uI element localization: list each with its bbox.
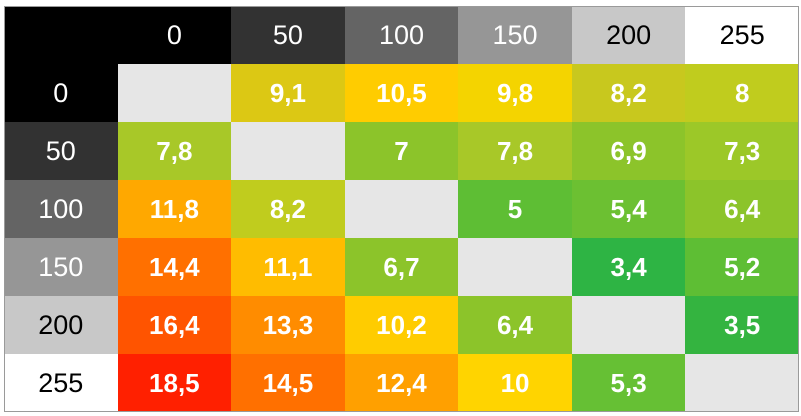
heatmap-row-200: 200 16,4 13,3 10,2 6,4 3,5 [4,296,799,354]
row-header-50: 50 [4,122,118,180]
row-header-150: 150 [4,238,118,296]
row-header-100: 100 [4,180,118,238]
value-cell-50-100: 7 [344,122,459,180]
value-cell-50-150: 7,8 [458,122,572,180]
row-header-255: 255 [4,354,118,412]
value-cell-100-50: 8,2 [231,180,345,238]
value-cell-255-50: 14,5 [231,354,345,412]
column-header-150: 150 [458,6,572,64]
value-cell-150-50: 11,1 [231,238,345,296]
row-header-0: 0 [4,64,118,122]
heatmap-row-150: 150 14,4 11,1 6,7 3,4 5,2 [4,238,799,296]
value-cell-150-0: 14,4 [117,238,232,296]
empty-cell-200-200 [571,296,686,354]
value-cell-200-100: 10,2 [344,296,459,354]
heatmap-row-0: 0 9,1 10,5 9,8 8,2 8 [4,64,799,122]
empty-cell-0-0 [117,64,232,122]
value-cell-255-150: 10 [458,354,572,412]
column-header-0: 0 [117,6,232,64]
value-cell-0-100: 10,5 [344,64,459,122]
heatmap-row-100: 100 11,8 8,2 5 5,4 6,4 [4,180,799,238]
heatmap-grid: 0 50 100 150 200 255 0 9,1 10,5 9,8 8,2 8 50 7,8 7 7,8 6… [4,6,799,412]
row-header-200: 200 [4,296,118,354]
heatmap-row-50: 50 7,8 7 7,8 6,9 7,3 [4,122,799,180]
value-cell-255-200: 5,3 [571,354,686,412]
value-cell-255-100: 12,4 [344,354,459,412]
column-header-50: 50 [231,6,345,64]
value-cell-255-0: 18,5 [117,354,232,412]
value-cell-100-255: 6,4 [685,180,799,238]
column-header-200: 200 [571,6,686,64]
column-header-row: 0 50 100 150 200 255 [4,6,799,64]
value-cell-0-255: 8 [685,64,799,122]
value-cell-200-0: 16,4 [117,296,232,354]
empty-cell-100-100 [344,180,459,238]
heatmap-table: 0 50 100 150 200 255 0 9,1 10,5 9,8 8,2 8 50 7,8 7 7,8 6… [4,6,799,412]
value-cell-200-50: 13,3 [231,296,345,354]
value-cell-100-150: 5 [458,180,572,238]
value-cell-150-200: 3,4 [571,238,686,296]
empty-cell-255-255 [685,354,799,412]
value-cell-150-100: 6,7 [344,238,459,296]
corner-cell [4,6,118,64]
column-header-255: 255 [685,6,799,64]
value-cell-0-200: 8,2 [571,64,686,122]
value-cell-50-0: 7,8 [117,122,232,180]
column-header-100: 100 [344,6,459,64]
value-cell-150-255: 5,2 [685,238,799,296]
value-cell-0-150: 9,8 [458,64,572,122]
value-cell-200-255: 3,5 [685,296,799,354]
value-cell-200-150: 6,4 [458,296,572,354]
heatmap-row-255: 255 18,5 14,5 12,4 10 5,3 [4,354,799,412]
value-cell-100-0: 11,8 [117,180,232,238]
value-cell-100-200: 5,4 [571,180,686,238]
value-cell-0-50: 9,1 [231,64,345,122]
value-cell-50-200: 6,9 [571,122,686,180]
empty-cell-150-150 [458,238,572,296]
empty-cell-50-50 [231,122,345,180]
value-cell-50-255: 7,3 [685,122,799,180]
